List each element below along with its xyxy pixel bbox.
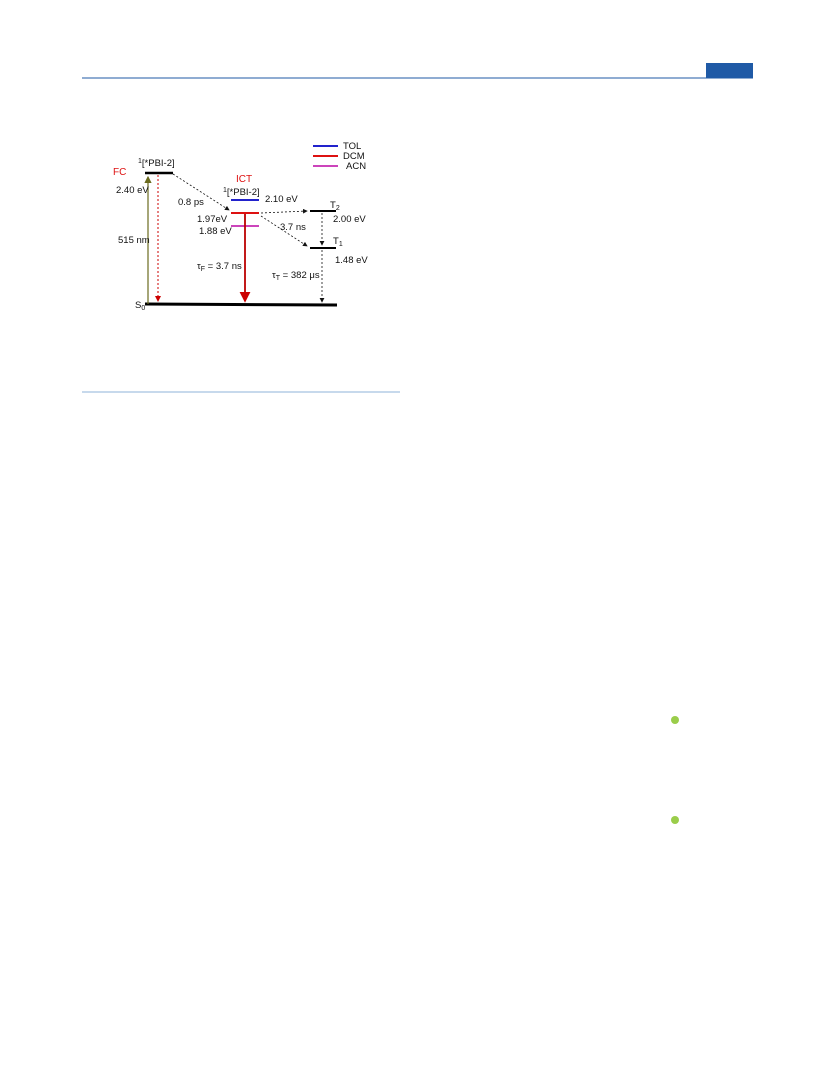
lifetime-label: τT = 382 μs <box>272 270 320 282</box>
subscript: 1 <box>339 241 343 248</box>
symbol: τ <box>272 270 276 281</box>
lifetime-label: τF = 3.7 ns <box>197 261 242 273</box>
superscript: 1 <box>223 187 227 194</box>
symbol: τ <box>197 261 201 272</box>
wavelength-label: 515 nm <box>118 235 150 246</box>
energy-label: 1.97eV <box>197 214 228 225</box>
energy-diagram: TOL DCM ACN 1[*PBI-2] FC 2.40 eV 515 nm … <box>113 141 368 312</box>
legend-label: ACN <box>346 161 366 172</box>
fc-label: FC <box>113 167 126 178</box>
legend-label: DCM <box>343 151 365 162</box>
subscript: T <box>276 275 281 282</box>
bullet <box>671 716 679 724</box>
subscript: 0 <box>141 305 145 312</box>
state-label: 1[*PBI-2] <box>138 158 175 169</box>
value: = 3.7 ns <box>205 261 242 272</box>
symbol: T <box>333 236 339 247</box>
energy-label: 2.00 eV <box>333 214 366 225</box>
subscript: F <box>201 266 205 273</box>
energy-label: 2.10 eV <box>265 194 298 205</box>
state: [*PBI-2] <box>227 187 260 198</box>
state-label: 1[*PBI-2] <box>223 187 260 198</box>
energy-label: 2.40 eV <box>116 185 149 196</box>
state: [*PBI-2] <box>142 158 175 169</box>
header-tab <box>706 63 753 78</box>
s0-label: S0 <box>135 300 145 312</box>
energy-label: 1.48 eV <box>335 255 368 266</box>
value: = 382 μs <box>280 270 320 281</box>
t2-label: T2 <box>330 200 340 212</box>
ict-label: ICT <box>236 174 252 185</box>
energy-label: 1.88 eV <box>199 226 232 237</box>
superscript: 1 <box>138 158 142 165</box>
symbol: T <box>330 200 336 211</box>
time-label: 3.7 ns <box>280 222 306 233</box>
symbol: S <box>135 300 141 311</box>
bullet <box>671 816 679 824</box>
subscript: 2 <box>336 205 340 212</box>
t1-label: T1 <box>333 236 343 248</box>
time-label: 0.8 ps <box>178 197 204 208</box>
legend-label: TOL <box>343 141 361 152</box>
